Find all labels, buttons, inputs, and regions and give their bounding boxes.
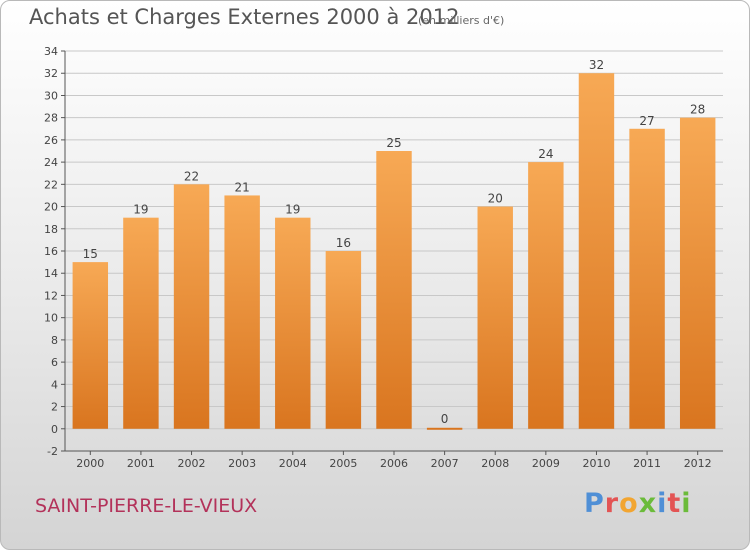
x-tick-label: 2011 — [633, 457, 661, 470]
bar — [325, 251, 362, 429]
y-tick-label: 20 — [44, 201, 58, 214]
x-tick-label: 2010 — [582, 457, 610, 470]
bar — [679, 117, 716, 429]
logo-letter: t — [667, 488, 682, 519]
y-tick-label: 6 — [51, 356, 58, 369]
x-tick-label: 2006 — [380, 457, 408, 470]
y-tick-label: 4 — [51, 378, 58, 391]
x-tick-label: 2012 — [684, 457, 712, 470]
x-tick-label: 2005 — [329, 457, 357, 470]
x-tick-label: 2008 — [481, 457, 509, 470]
bar — [629, 128, 665, 429]
logo-letter: r — [604, 488, 620, 519]
logo-letter: i — [681, 488, 692, 519]
chart-subtitle: (en milliers d'€) — [418, 14, 505, 27]
y-tick-label: 8 — [51, 334, 58, 347]
bar — [224, 195, 260, 429]
proxiti-logo: Proxiti — [584, 488, 692, 519]
y-tick-label: 16 — [44, 245, 58, 258]
data-label: 19 — [285, 203, 300, 217]
y-tick-label: 34 — [44, 45, 58, 58]
bar — [72, 262, 109, 429]
data-label: 20 — [488, 192, 503, 206]
data-label: 0 — [441, 412, 449, 426]
y-tick-label: 18 — [44, 223, 58, 236]
y-tick-label: 30 — [44, 89, 58, 102]
logo-letter: o — [619, 488, 639, 519]
y-tick-label: 12 — [44, 289, 58, 302]
logo-letter: x — [638, 488, 658, 519]
bar — [123, 217, 159, 429]
bar — [477, 206, 513, 429]
bar — [578, 73, 615, 429]
data-label: 32 — [589, 58, 604, 72]
bar — [426, 427, 463, 430]
bar — [173, 184, 210, 429]
commune-name: SAINT-PIERRE-LE-VIEUX — [35, 495, 258, 517]
y-tick-label: 2 — [51, 401, 58, 414]
x-tick-label: 2000 — [76, 457, 104, 470]
data-label: 28 — [690, 103, 705, 117]
y-tick-label: 24 — [44, 156, 58, 169]
data-label: 21 — [235, 180, 250, 194]
y-tick-label: 26 — [44, 134, 58, 147]
x-tick-label: 2007 — [431, 457, 459, 470]
data-label: 16 — [336, 236, 351, 250]
y-tick-label: 32 — [44, 67, 58, 80]
data-label: 24 — [538, 147, 553, 161]
logo-letter: P — [584, 488, 605, 519]
bar — [275, 217, 311, 429]
y-tick-label: 0 — [51, 423, 58, 436]
data-label: 22 — [184, 169, 199, 183]
bars: 15 19 22 21 19 16 25 0 20 24 32 27 28 — [72, 58, 716, 430]
x-tick-label: 2003 — [228, 457, 256, 470]
bar — [376, 151, 412, 429]
bar — [528, 162, 564, 429]
y-tick-label: -2 — [47, 445, 58, 458]
y-tick-label: 10 — [44, 312, 58, 325]
y-tick-label: 14 — [44, 267, 58, 280]
x-tick-label: 2009 — [532, 457, 560, 470]
data-label: 27 — [639, 114, 654, 128]
data-label: 15 — [83, 247, 98, 261]
x-tick-label: 2001 — [127, 457, 155, 470]
data-label: 25 — [386, 136, 401, 150]
data-label: 19 — [133, 203, 148, 217]
y-tick-label: 28 — [44, 112, 58, 125]
x-tick-label: 2002 — [178, 457, 206, 470]
y-tick-label: 22 — [44, 178, 58, 191]
logo-letter: i — [657, 488, 668, 519]
chart-title: Achats et Charges Externes 2000 à 2012 — [29, 5, 460, 29]
x-tick-label: 2004 — [279, 457, 307, 470]
